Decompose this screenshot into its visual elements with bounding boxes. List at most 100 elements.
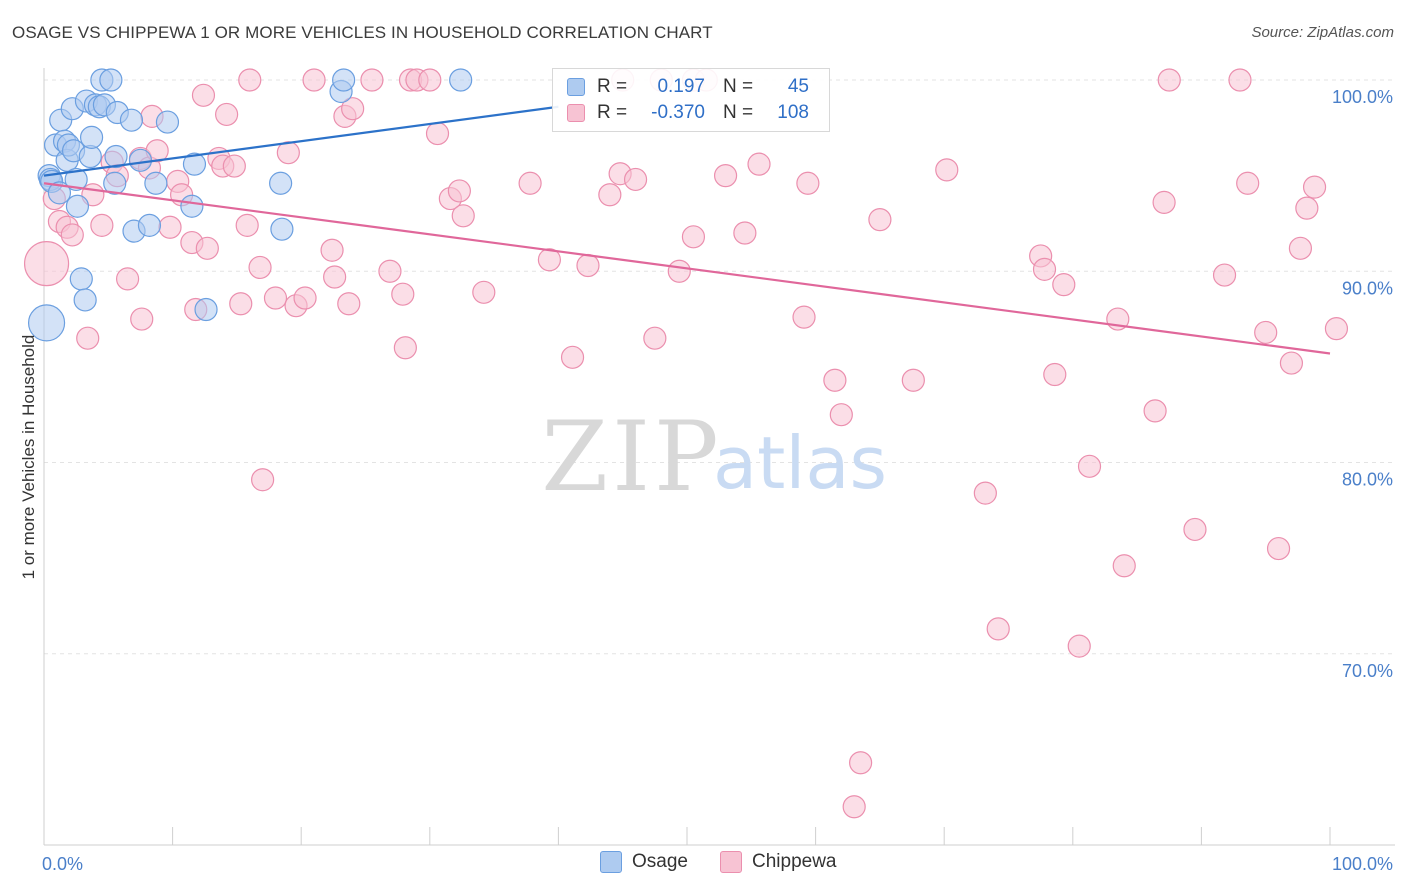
chippewa-n-label: N = bbox=[723, 102, 754, 123]
chippewa-point-74 bbox=[1067, 634, 1091, 658]
watermark-atlas: atlas bbox=[713, 421, 887, 505]
legend-item-chippewa: Chippewa bbox=[720, 851, 837, 873]
chippewa-point-51 bbox=[576, 253, 600, 278]
chippewa-point-62 bbox=[796, 171, 820, 195]
y-tick-label-100: 100.0% bbox=[1332, 87, 1393, 107]
osage-point-32 bbox=[155, 110, 180, 134]
chippewa-trend-line bbox=[43, 182, 1331, 355]
chippewa-point-84 bbox=[1266, 536, 1291, 561]
chippewa-point-94 bbox=[360, 68, 384, 92]
watermark-zip: ZIP bbox=[541, 401, 722, 513]
legend-item-osage: Osage bbox=[600, 851, 688, 873]
chippewa-point-25 bbox=[215, 102, 239, 127]
watermark: ZIP atlas bbox=[541, 401, 887, 513]
chippewa-point-85 bbox=[1279, 351, 1304, 375]
trend-lines bbox=[43, 105, 1331, 355]
chippewa-point-46 bbox=[451, 204, 475, 228]
osage-point-31 bbox=[144, 171, 168, 195]
osage-point-34 bbox=[182, 152, 207, 176]
chippewa-point-78 bbox=[1143, 399, 1167, 423]
osage-r-value: 0.197 bbox=[657, 76, 705, 97]
osage-point-25 bbox=[104, 144, 128, 169]
chippewa-point-54 bbox=[623, 167, 648, 192]
chippewa-point-50 bbox=[560, 345, 585, 369]
chippewa-point-16 bbox=[158, 215, 182, 239]
osage-point-33 bbox=[180, 194, 204, 218]
osage-point-36 bbox=[269, 171, 293, 195]
chippewa-point-91 bbox=[842, 795, 866, 819]
chippewa-point-103 bbox=[1228, 68, 1252, 92]
chart-title: OSAGE VS CHIPPEWA 1 OR MORE VEHICLES IN … bbox=[12, 23, 713, 42]
osage-point-13 bbox=[65, 194, 90, 218]
chippewa-point-0 bbox=[23, 241, 70, 287]
chippewa-point-88 bbox=[1302, 175, 1327, 199]
y-tick-label-80: 80.0% bbox=[1342, 470, 1393, 490]
chippewa-point-32 bbox=[276, 141, 300, 165]
chippewa-point-28 bbox=[235, 213, 259, 237]
chippewa-point-68 bbox=[973, 481, 997, 505]
chippewa-point-61 bbox=[792, 305, 816, 329]
correlation-legend: R = 0.197 N = 45 R = -0.370 N = 108 bbox=[552, 68, 830, 132]
chippewa-point-66 bbox=[901, 368, 925, 392]
osage-point-40 bbox=[449, 68, 473, 92]
osage-point-29 bbox=[128, 148, 153, 172]
chippewa-point-42 bbox=[393, 336, 417, 360]
chippewa-point-31 bbox=[263, 286, 288, 310]
chippewa-point-47 bbox=[472, 280, 496, 304]
chippewa-point-22 bbox=[195, 236, 219, 260]
chippewa-point-63 bbox=[823, 368, 847, 392]
chippewa-point-45 bbox=[447, 179, 471, 203]
chippewa-point-65 bbox=[868, 208, 892, 232]
osage-trend-line bbox=[43, 105, 559, 177]
chippewa-point-60 bbox=[747, 152, 771, 176]
chippewa-point-90 bbox=[849, 751, 873, 775]
osage-point-24 bbox=[103, 171, 127, 195]
chippewa-point-75 bbox=[1077, 454, 1102, 478]
chippewa-point-59 bbox=[733, 221, 757, 245]
chippewa-point-26 bbox=[222, 154, 246, 178]
chippewa-point-49 bbox=[537, 248, 561, 272]
osage-point-39 bbox=[332, 68, 356, 92]
chippewa-point-77 bbox=[1112, 554, 1136, 578]
chippewa-point-93 bbox=[302, 68, 326, 92]
source-label: Source: ZipAtlas.com bbox=[1251, 24, 1394, 41]
chippewa-point-81 bbox=[1212, 263, 1237, 287]
chippewa-point-7 bbox=[90, 213, 114, 237]
osage-point-14 bbox=[69, 267, 93, 291]
chippewa-point-39 bbox=[341, 97, 365, 121]
chippewa-legend-swatch bbox=[720, 851, 742, 873]
chippewa-point-35 bbox=[320, 238, 344, 262]
chippewa-point-29 bbox=[248, 255, 272, 280]
chippewa-point-36 bbox=[323, 265, 347, 289]
chippewa-point-21 bbox=[191, 83, 216, 107]
legend-row-osage: R = 0.197 N = 45 bbox=[567, 74, 809, 100]
osage-point-0 bbox=[27, 304, 66, 342]
series-legend: Osage Chippewa bbox=[0, 851, 1406, 879]
y-tick-labels: 100.0% 90.0% 80.0% 70.0% bbox=[1332, 87, 1393, 681]
chippewa-r-label: R = bbox=[597, 102, 628, 123]
osage-point-30 bbox=[137, 213, 162, 237]
x-tick-label-right: 100.0% bbox=[1332, 854, 1393, 874]
chippewa-point-10 bbox=[115, 267, 140, 291]
osage-point-5 bbox=[47, 181, 72, 205]
osage-point-18 bbox=[79, 125, 104, 149]
chippewa-point-56 bbox=[667, 259, 691, 283]
chippewa-point-79 bbox=[1152, 190, 1176, 214]
chippewa-point-80 bbox=[1183, 517, 1207, 542]
chippewa-point-83 bbox=[1254, 320, 1278, 345]
osage-legend-swatch bbox=[600, 851, 622, 873]
osage-point-23 bbox=[99, 68, 123, 92]
chippewa-point-72 bbox=[1043, 362, 1067, 387]
chippewa-point-82 bbox=[1236, 171, 1260, 195]
chippewa-point-67 bbox=[935, 158, 959, 182]
osage-point-15 bbox=[73, 288, 97, 312]
chippewa-point-34 bbox=[293, 286, 317, 310]
chippewa-swatch bbox=[567, 104, 585, 122]
chippewa-point-48 bbox=[518, 171, 542, 195]
chippewa-point-102 bbox=[1157, 68, 1181, 92]
chippewa-point-41 bbox=[391, 282, 415, 306]
osage-swatch bbox=[567, 78, 585, 96]
chippewa-point-55 bbox=[643, 326, 667, 350]
chippewa-point-43 bbox=[425, 121, 450, 146]
